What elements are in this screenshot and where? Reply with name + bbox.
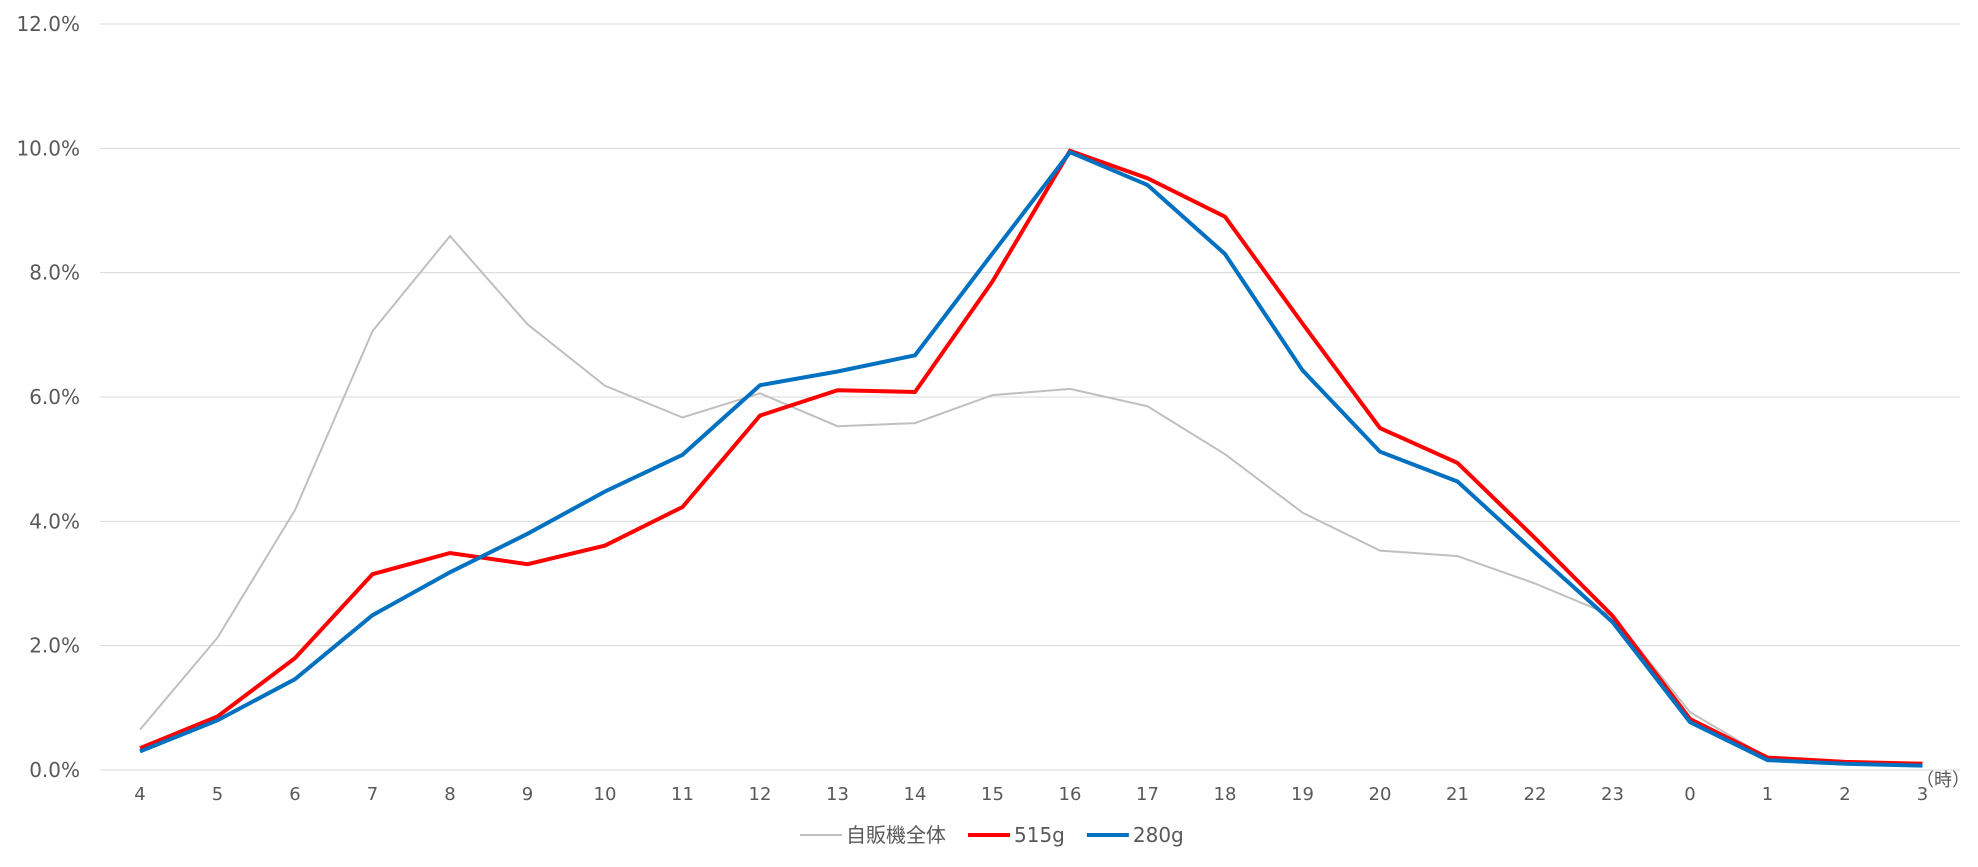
x-tick-label: 16 [1059, 784, 1082, 805]
y-tick-label: 0.0% [29, 758, 80, 782]
y-axis-ticks: 0.0% 2.0% 4.0% 6.0% 8.0% 10.0% 12.0% [16, 12, 80, 782]
x-axis-unit-label: （時） [1916, 770, 1970, 791]
x-tick-label: 17 [1136, 784, 1159, 805]
x-tick-label: 3 [1917, 784, 1928, 805]
x-tick-label: 2 [1839, 784, 1850, 805]
x-tick-label: 23 [1601, 784, 1624, 805]
series-line-3 [139, 149, 1923, 768]
x-tick-label: 11 [671, 784, 694, 805]
x-tick-label: 4 [134, 784, 145, 805]
y-tick-label: 8.0% [29, 261, 80, 285]
legend: 自販機全体 515g 280g [800, 823, 1184, 847]
y-tick-label: 4.0% [29, 509, 80, 533]
x-tick-label: 9 [522, 784, 533, 805]
x-tick-label: 19 [1291, 784, 1314, 805]
x-tick-label: 14 [904, 784, 927, 805]
gridlines [100, 23, 1960, 771]
x-tick-label: 15 [981, 784, 1004, 805]
x-axis-ticks: 4 5 6 7 8 9 10 11 12 13 14 15 16 17 18 19 20 21 22 23 0 1 2 3 [134, 784, 1928, 805]
y-tick-label: 12.0% [16, 12, 80, 36]
x-tick-label: 10 [594, 784, 617, 805]
x-tick-label: 22 [1524, 784, 1547, 805]
series-line-2 [139, 148, 1923, 766]
x-tick-label: 18 [1214, 784, 1237, 805]
y-tick-label: 10.0% [16, 136, 80, 160]
legend-label-2: 515g [1014, 823, 1065, 847]
y-tick-label: 2.0% [29, 634, 80, 658]
x-tick-label: 12 [749, 784, 772, 805]
y-tick-label: 6.0% [29, 385, 80, 409]
x-tick-label: 13 [826, 784, 849, 805]
x-tick-label: 1 [1762, 784, 1773, 805]
x-tick-label: 6 [289, 784, 300, 805]
x-tick-label: 20 [1369, 784, 1392, 805]
legend-label-3: 280g [1133, 823, 1184, 847]
x-tick-label: 21 [1446, 784, 1469, 805]
x-tick-label: 0 [1684, 784, 1695, 805]
x-tick-label: 8 [444, 784, 455, 805]
x-tick-label: 7 [367, 784, 378, 805]
x-tick-label: 5 [212, 784, 223, 805]
series-lines [139, 148, 1923, 768]
series-line-1 [139, 234, 1923, 764]
legend-label-1: 自販機全体 [846, 823, 946, 847]
